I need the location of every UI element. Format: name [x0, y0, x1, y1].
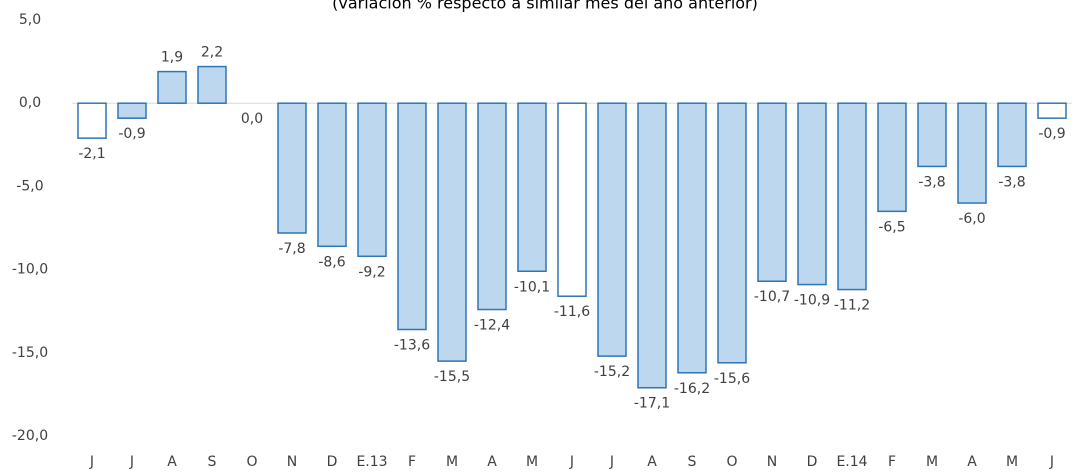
value-label: -3,8: [918, 174, 945, 190]
value-label: -17,1: [634, 396, 670, 412]
x-tick-label: J: [609, 454, 614, 470]
x-tick-label: O: [246, 454, 257, 470]
x-tick-label: F: [408, 454, 416, 470]
x-tick-label: D: [807, 454, 818, 470]
y-tick-label: -10,0: [12, 262, 48, 278]
y-tick-label: 5,0: [19, 12, 41, 28]
x-tick-label: M: [446, 454, 458, 470]
y-tick-label: -20,0: [12, 428, 48, 444]
value-label: -2,1: [78, 146, 105, 162]
value-label: -13,6: [394, 338, 430, 354]
value-label: -9,2: [358, 264, 385, 280]
value-label: 0,0: [241, 111, 263, 127]
bar: [637, 102, 667, 389]
bar: [197, 65, 227, 104]
x-tick-label: A: [167, 454, 177, 470]
bar: [397, 102, 427, 331]
x-tick-label: M: [526, 454, 538, 470]
x-tick-label: A: [967, 454, 977, 470]
x-tick-label: E.13: [356, 454, 387, 470]
value-label: 1,9: [161, 50, 183, 66]
bar: [317, 102, 347, 248]
value-label: -15,6: [714, 371, 750, 387]
bar: [677, 102, 707, 374]
value-label: -10,7: [754, 289, 790, 305]
x-tick-label: N: [767, 454, 777, 470]
value-label: -0,9: [1038, 126, 1065, 142]
y-tick-label: 0,0: [19, 95, 41, 111]
bar: [77, 102, 107, 139]
x-tick-label: E.14: [836, 454, 867, 470]
bar: [517, 102, 547, 273]
bar: [837, 102, 867, 291]
value-label: -15,5: [434, 369, 470, 385]
x-tick-label: S: [208, 454, 217, 470]
value-label: -15,2: [594, 364, 630, 380]
x-tick-label: A: [487, 454, 497, 470]
value-label: 2,2: [201, 45, 223, 61]
bar: [957, 102, 987, 204]
bar: [917, 102, 947, 168]
bar: [117, 102, 147, 119]
value-label: -0,9: [118, 126, 145, 142]
x-tick-label: M: [1006, 454, 1018, 470]
value-label: -10,1: [514, 279, 550, 295]
bar: [357, 102, 387, 258]
bar: [597, 102, 627, 357]
bar: [557, 102, 587, 297]
value-label: -12,4: [474, 318, 510, 334]
chart-subtitle: (variación % respecto a similar mes del …: [332, 0, 758, 13]
value-label: -6,5: [878, 219, 905, 235]
bar: [437, 102, 467, 362]
bar: [797, 102, 827, 286]
x-tick-label: O: [726, 454, 737, 470]
value-label: -6,0: [958, 211, 985, 227]
value-label: -10,9: [794, 293, 830, 309]
x-tick-label: J: [129, 454, 134, 470]
x-tick-label: J: [89, 454, 94, 470]
bar: [997, 102, 1027, 168]
x-tick-label: J: [569, 454, 574, 470]
value-label: -7,8: [278, 241, 305, 257]
y-tick-label: -5,0: [16, 178, 43, 194]
x-tick-label: J: [1049, 454, 1054, 470]
bar: [717, 102, 747, 364]
y-tick-label: -15,0: [12, 345, 48, 361]
value-label: -3,8: [998, 174, 1025, 190]
bar: [277, 102, 307, 234]
bar: [757, 102, 787, 282]
bar: [477, 102, 507, 311]
x-tick-label: F: [888, 454, 896, 470]
value-label: -11,6: [554, 304, 590, 320]
x-tick-label: D: [327, 454, 338, 470]
x-tick-label: S: [688, 454, 697, 470]
x-tick-label: M: [926, 454, 938, 470]
bar: [1037, 102, 1067, 119]
value-label: -8,6: [318, 254, 345, 270]
x-tick-label: N: [287, 454, 297, 470]
x-tick-label: A: [647, 454, 657, 470]
bar: [157, 70, 187, 104]
value-label: -11,2: [834, 298, 870, 314]
bar: [877, 102, 907, 213]
value-label: -16,2: [674, 381, 710, 397]
